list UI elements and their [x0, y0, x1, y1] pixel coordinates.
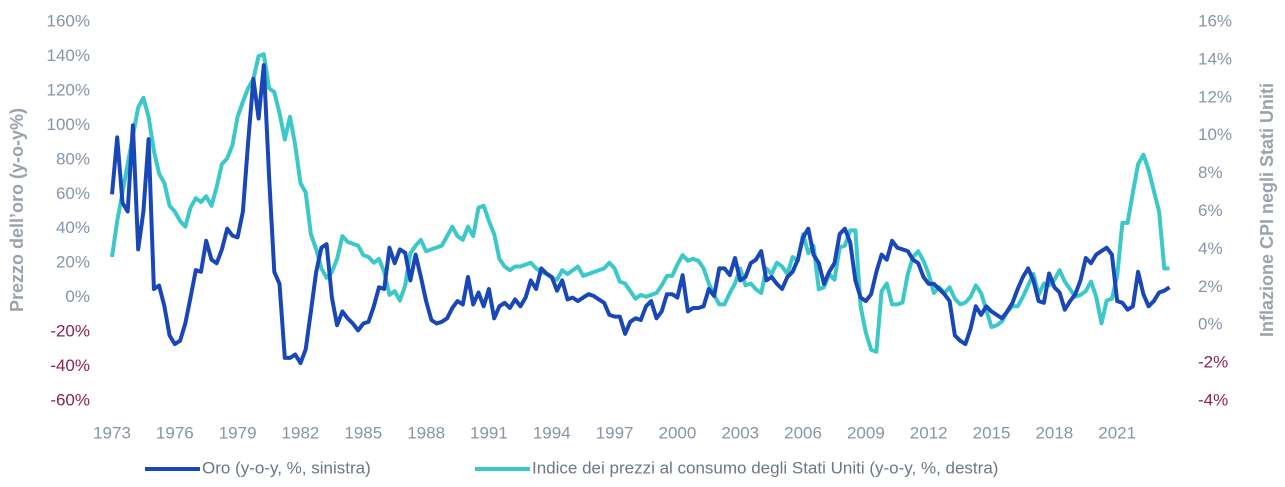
x-tick-label: 2018	[1035, 423, 1073, 442]
y2-tick-label: 4%	[1198, 239, 1223, 258]
x-tick-label: 2000	[658, 423, 696, 442]
y2-tick-label: 0%	[1198, 315, 1223, 334]
y2-tick-label: 8%	[1198, 163, 1223, 182]
x-tick-label: 2003	[721, 423, 759, 442]
data-line	[110, 52, 1170, 354]
y-tick-label: 20%	[56, 253, 90, 272]
y-tick-label: 120%	[47, 80, 90, 99]
legend-label: Indice dei prezzi al consumo degli Stati…	[532, 458, 998, 477]
y-tick-label: 140%	[47, 46, 90, 65]
x-tick-label: 2009	[847, 423, 885, 442]
y-tick-label: 60%	[56, 184, 90, 203]
x-tick-label: 1988	[407, 423, 445, 442]
y-tick-label: -40%	[50, 356, 90, 375]
legend-label: Oro (y-o-y, %, sinistra)	[202, 458, 371, 477]
y-tick-label: -60%	[50, 390, 90, 409]
x-tick-label: 1985	[344, 423, 382, 442]
y2-tick-label: 14%	[1198, 49, 1232, 68]
x-tick-label: 1997	[596, 423, 634, 442]
x-tick-label: 2012	[910, 423, 948, 442]
x-tick-label: 1979	[219, 423, 257, 442]
y2-tick-label: -4%	[1198, 390, 1228, 409]
y-axis-title: Prezzo dell’oro (y-o-y%)	[7, 108, 27, 312]
x-tick-label: 1991	[470, 423, 508, 442]
x-tick-label: 2021	[1098, 423, 1136, 442]
y2-axis-title: Inflazione CPI negli Stati Uniti	[1257, 83, 1277, 337]
y2-tick-label: 6%	[1198, 201, 1223, 220]
data-line	[110, 63, 1171, 366]
x-tick-label: 1973	[93, 423, 131, 442]
y-tick-label: 80%	[56, 149, 90, 168]
x-tick-label: 2006	[784, 423, 822, 442]
x-tick-label: 1994	[533, 423, 571, 442]
y-tick-label: 160%	[47, 11, 90, 30]
y-tick-label: -20%	[50, 322, 90, 341]
y2-tick-label: 16%	[1198, 11, 1232, 30]
y2-tick-label: -2%	[1198, 353, 1228, 372]
x-tick-label: 1982	[282, 423, 320, 442]
x-tick-label: 2015	[973, 423, 1011, 442]
x-tick-label: 1976	[156, 423, 194, 442]
y-tick-label: 100%	[47, 115, 90, 134]
y-tick-label: 0%	[65, 287, 90, 306]
y-tick-label: 40%	[56, 218, 90, 237]
y2-tick-label: 12%	[1198, 87, 1232, 106]
y2-tick-label: 2%	[1198, 277, 1223, 296]
y2-tick-label: 10%	[1198, 125, 1232, 144]
